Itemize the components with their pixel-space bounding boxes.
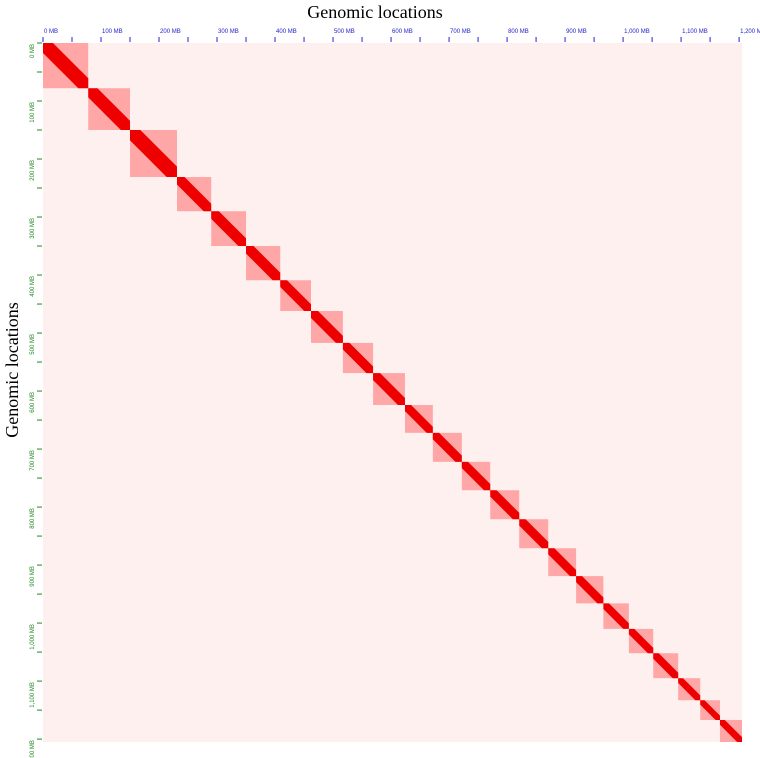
x-tick-label: 600 MB xyxy=(392,29,413,35)
y-tick-label: 900 MB xyxy=(30,566,36,587)
diagonal-band xyxy=(373,373,405,405)
diagonal-band xyxy=(310,310,343,343)
diagonal-band xyxy=(678,678,701,701)
diagonal-band xyxy=(88,88,131,131)
diagonal-band xyxy=(719,719,742,742)
diagonal-band xyxy=(603,603,629,629)
x-tick-label: 1,000 MB xyxy=(624,29,650,35)
y-axis-label: Genomic locations xyxy=(2,302,22,437)
y-tick-label: 800 MB xyxy=(30,508,36,529)
diagonal-band xyxy=(280,280,311,311)
diagonal-band xyxy=(653,653,679,679)
diagonal-band xyxy=(461,461,491,491)
diagonal-band xyxy=(211,211,247,247)
y-tick-label: 1,000 MB xyxy=(30,624,36,650)
x-tick-label: 500 MB xyxy=(334,29,355,35)
diagonal-band xyxy=(700,700,720,720)
y-tick-label: 500 MB xyxy=(30,334,36,355)
y-tick-label: 600 MB xyxy=(30,392,36,413)
x-tick-label: 900 MB xyxy=(566,29,587,35)
diagonal-band xyxy=(43,43,89,89)
x-tick-label: 700 MB xyxy=(450,29,471,35)
y-tick-label: 700 MB xyxy=(30,450,36,471)
y-tick-label: 400 MB xyxy=(30,276,36,297)
x-tick-label: 800 MB xyxy=(508,29,529,35)
y-tick-label: 0 MB xyxy=(30,44,36,58)
diagonal-band xyxy=(130,130,177,177)
y-tick-label: 1,100 MB xyxy=(30,682,36,708)
x-tick-label: 300 MB xyxy=(218,29,239,35)
x-tick-label: 100 MB xyxy=(102,29,123,35)
y-tick-label: 200 MB xyxy=(30,160,36,181)
diagonal-band xyxy=(342,342,374,374)
chart-title: Genomic locations xyxy=(307,2,442,22)
x-tick-label: 1,200 MB xyxy=(740,29,760,35)
diagonal-band xyxy=(519,519,549,549)
x-tick-label: 1,100 MB xyxy=(682,29,708,35)
diagonal-band xyxy=(548,548,577,577)
diagonal-band xyxy=(628,628,654,654)
x-tick-label: 0 MB xyxy=(44,29,58,35)
diagonal-band xyxy=(490,490,520,520)
diagonal-band xyxy=(176,176,212,212)
x-tick-label: 200 MB xyxy=(160,29,181,35)
y-tick-label: 1,200 MB xyxy=(30,740,36,758)
x-tick-label: 400 MB xyxy=(276,29,297,35)
diagonal-band xyxy=(432,432,462,462)
diagonal-band xyxy=(404,404,433,433)
y-tick-label: 300 MB xyxy=(30,218,36,239)
diagonal-band xyxy=(576,576,604,604)
y-tick-label: 100 MB xyxy=(30,102,36,123)
diagonal-band xyxy=(246,246,281,281)
